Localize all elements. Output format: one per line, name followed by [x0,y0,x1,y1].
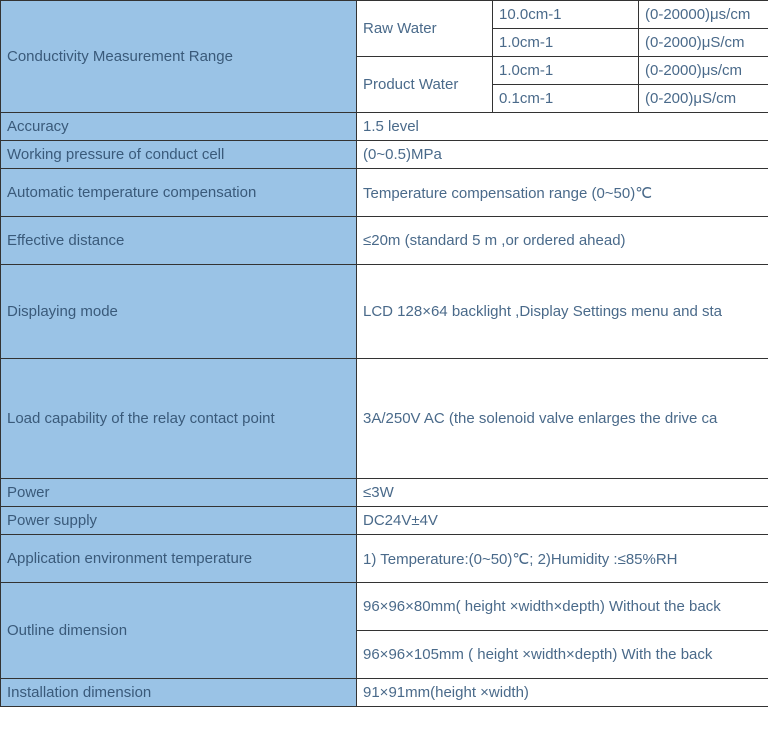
label-displaying-mode: Displaying mode [1,265,357,359]
spec-table: Conductivity Measurement Range Raw Water… [0,0,768,707]
table-row: Conductivity Measurement Range Raw Water… [1,1,768,29]
table-row: Installation dimension 91×91mm(height ×w… [1,679,768,707]
value-outline-dim-1: 96×96×80mm( height ×width×depth) Without… [357,583,768,631]
label-raw-water: Raw Water [357,1,493,57]
label-load-capability: Load capability of the relay contact poi… [1,359,357,479]
label-accuracy: Accuracy [1,113,357,141]
label-install-dim: Installation dimension [1,679,357,707]
value-power-supply: DC24V±4V [357,507,768,535]
label-power-supply: Power supply [1,507,357,535]
label-product-water: Product Water [357,57,493,113]
table-row: Power ≤3W [1,479,768,507]
table-row: Power supply DC24V±4V [1,507,768,535]
cell-raw1-range: (0-20000)μs/cm [639,1,768,29]
value-displaying-mode: LCD 128×64 backlight ,Display Settings m… [357,265,768,359]
cell-prod2-range: (0-200)μS/cm [639,85,768,113]
label-temp-comp: Automatic temperature compensation [1,169,357,217]
value-install-dim: 91×91mm(height ×width) [357,679,768,707]
table-row: Effective distance ≤20m (standard 5 m ,o… [1,217,768,265]
label-working-pressure: Working pressure of conduct cell [1,141,357,169]
value-power: ≤3W [357,479,768,507]
value-effective-distance: ≤20m (standard 5 m ,or ordered ahead) [357,217,768,265]
value-app-env-temp: 1) Temperature:(0~50)℃; 2)Humidity :≤85%… [357,535,768,583]
cell-prod2-const: 0.1cm-1 [493,85,639,113]
label-outline-dim: Outline dimension [1,583,357,679]
cell-prod1-const: 1.0cm-1 [493,57,639,85]
table-row: Accuracy 1.5 level [1,113,768,141]
cell-raw1-const: 10.0cm-1 [493,1,639,29]
table-row: Automatic temperature compensation Tempe… [1,169,768,217]
cell-raw2-const: 1.0cm-1 [493,29,639,57]
value-load-capability: 3A/250V AC (the solenoid valve enlarges … [357,359,768,479]
value-working-pressure: (0~0.5)MPa [357,141,768,169]
table-row: Working pressure of conduct cell (0~0.5)… [1,141,768,169]
table-row: Outline dimension 96×96×80mm( height ×wi… [1,583,768,631]
label-app-env-temp: Application environment temperature [1,535,357,583]
table-row: Load capability of the relay contact poi… [1,359,768,479]
table-row: Application environment temperature 1) T… [1,535,768,583]
label-effective-distance: Effective distance [1,217,357,265]
value-temp-comp: Temperature compensation range (0~50)℃ [357,169,768,217]
table-row: Displaying mode LCD 128×64 backlight ,Di… [1,265,768,359]
cell-raw2-range: (0-2000)μS/cm [639,29,768,57]
cell-prod1-range: (0-2000)μs/cm [639,57,768,85]
value-accuracy: 1.5 level [357,113,768,141]
label-power: Power [1,479,357,507]
label-conductivity: Conductivity Measurement Range [1,1,357,113]
value-outline-dim-2: 96×96×105mm ( height ×width×depth) With … [357,631,768,679]
